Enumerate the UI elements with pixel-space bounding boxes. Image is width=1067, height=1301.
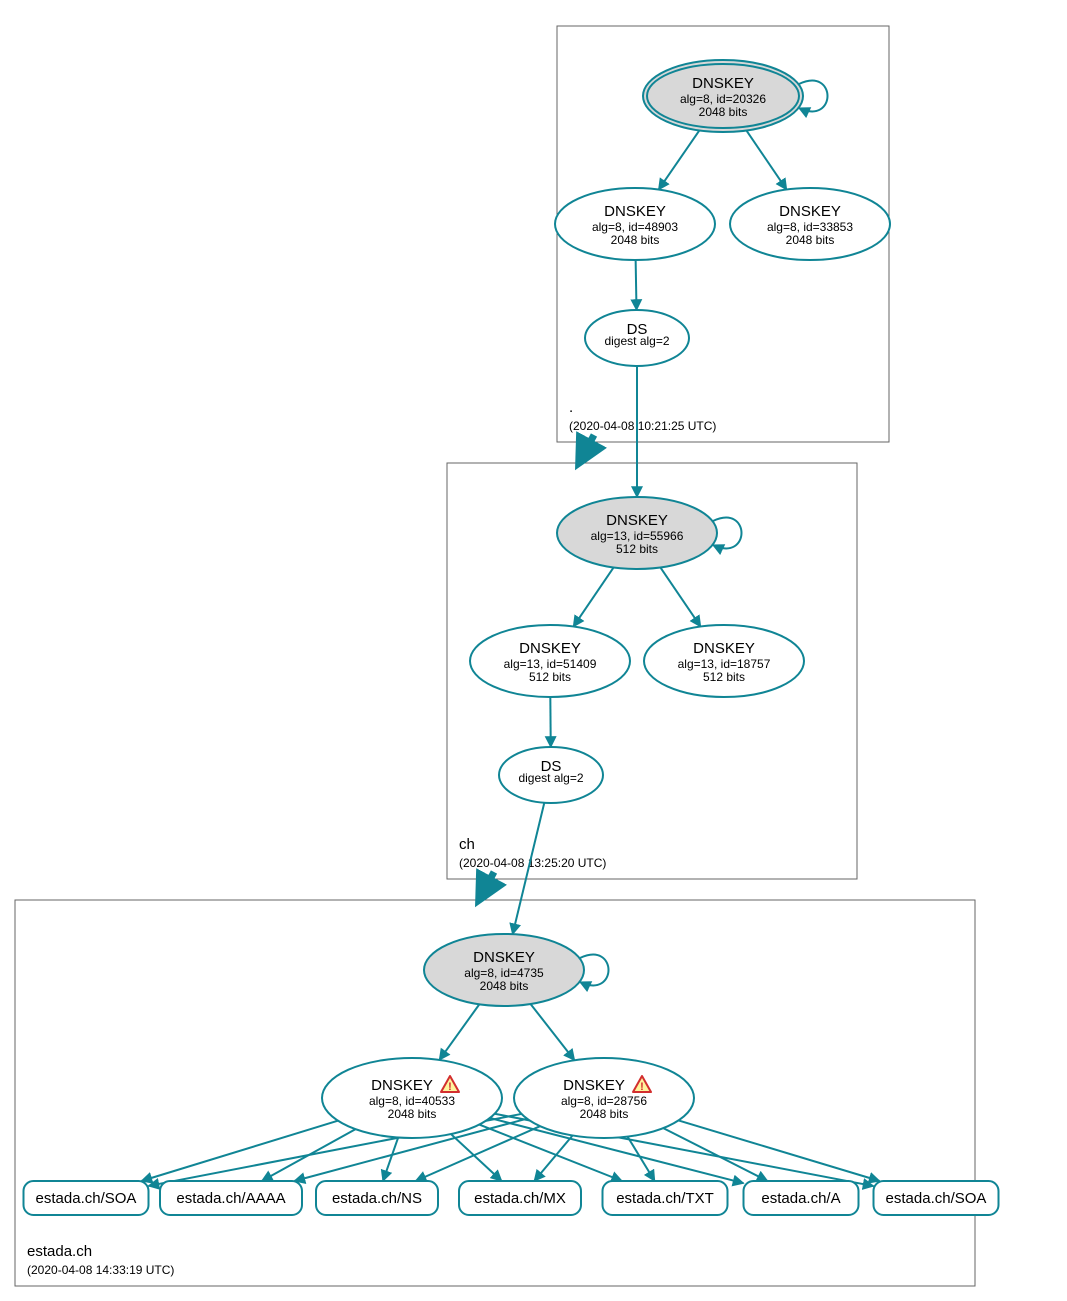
leaf-label: estada.ch/A [761,1190,840,1207]
node-line3: 2048 bits [699,105,748,119]
node-title: DNSKEY [606,512,668,529]
node-line3: 2048 bits [480,979,529,993]
leaf-L2: estada.ch/AAAA [160,1181,302,1215]
node-line3: 512 bits [703,670,745,684]
cluster-label: estada.ch [27,1243,92,1260]
node-n10: DNSKEY!alg=8, id=405332048 bits [322,1058,502,1138]
leaf-label: estada.ch/TXT [616,1190,714,1207]
node-line3: 512 bits [616,542,658,556]
node-line2: alg=8, id=33853 [767,220,853,234]
node-n5: DNSKEYalg=13, id=55966512 bits [557,497,742,569]
node-line3: 2048 bits [611,233,660,247]
leaf-label: estada.ch/NS [332,1190,422,1207]
node-n4: DSdigest alg=2 [585,310,689,366]
edge [659,130,700,189]
edge [573,567,613,626]
node-n9: DNSKEYalg=8, id=47352048 bits [424,934,609,1006]
node-n3: DNSKEYalg=8, id=338532048 bits [730,188,890,260]
leaf-L5: estada.ch/TXT [603,1181,728,1215]
node-n1: DNSKEYalg=8, id=203262048 bits [643,60,828,132]
node-line2: digest alg=2 [518,771,583,785]
leaf-L6: estada.ch/A [744,1181,859,1215]
edge [451,1134,502,1181]
node-line2: alg=8, id=20326 [680,92,766,106]
node-title: DNSKEY [604,203,666,220]
edge [531,1004,575,1060]
node-line3: 2048 bits [388,1107,437,1121]
edge [663,1128,767,1181]
cluster-entry-arrow [580,435,594,461]
cluster-timestamp: (2020-04-08 14:33:19 UTC) [27,1263,174,1277]
cluster-label: ch [459,836,475,853]
warning-icon-mark: ! [448,1081,452,1093]
leaf-L3: estada.ch/NS [316,1181,438,1215]
dnssec-diagram: . (2020-04-08 10:21:25 UTC) ch (2020-04-08 … [0,0,1067,1301]
node-line2: alg=8, id=48903 [592,220,678,234]
leaf-label: estada.ch/AAAA [176,1190,285,1207]
leaf-label: estada.ch/MX [474,1190,566,1207]
leaf-label: estada.ch/SOA [886,1190,987,1207]
node-title: DNSKEY [779,203,841,220]
leaf-label: estada.ch/SOA [36,1190,137,1207]
node-n7: DNSKEYalg=13, id=18757512 bits [644,625,804,697]
node-line2: alg=13, id=55966 [591,529,684,543]
node-title: DNSKEY [692,75,754,92]
node-n11: DNSKEY!alg=8, id=287562048 bits [514,1058,694,1138]
edge [660,567,700,626]
node-line3: 2048 bits [786,233,835,247]
warning-icon-mark: ! [640,1081,644,1093]
node-line3: 512 bits [529,670,571,684]
leaf-L7: estada.ch/SOA [874,1181,999,1215]
node-line2: alg=8, id=40533 [369,1094,455,1108]
node-line2: alg=13, id=18757 [678,657,771,671]
node-n6: DNSKEYalg=13, id=51409512 bits [470,625,630,697]
node-n2: DNSKEYalg=8, id=489032048 bits [555,188,715,260]
node-line2: alg=13, id=51409 [504,657,597,671]
cluster-entry-arrow [480,872,494,898]
edge [746,130,786,189]
leaf-L1: estada.ch/SOA [24,1181,149,1215]
edge [636,260,637,310]
node-title: DNSKEY [371,1077,433,1094]
node-line2: alg=8, id=4735 [464,966,544,980]
cluster-label: . [569,399,573,416]
edge [383,1138,398,1181]
cluster-timestamp: (2020-04-08 13:25:20 UTC) [459,856,606,870]
cluster-timestamp: (2020-04-08 10:21:25 UTC) [569,419,716,433]
node-line2: alg=8, id=28756 [561,1094,647,1108]
node-line2: digest alg=2 [604,334,669,348]
node-n8: DSdigest alg=2 [499,747,603,803]
node-title: DNSKEY [693,640,755,657]
node-title: DNSKEY [473,949,535,966]
node-title: DNSKEY [563,1077,625,1094]
leaf-L4: estada.ch/MX [459,1181,581,1215]
edge [439,1004,479,1060]
node-title: DNSKEY [519,640,581,657]
node-line3: 2048 bits [580,1107,629,1121]
edge [141,1121,338,1181]
